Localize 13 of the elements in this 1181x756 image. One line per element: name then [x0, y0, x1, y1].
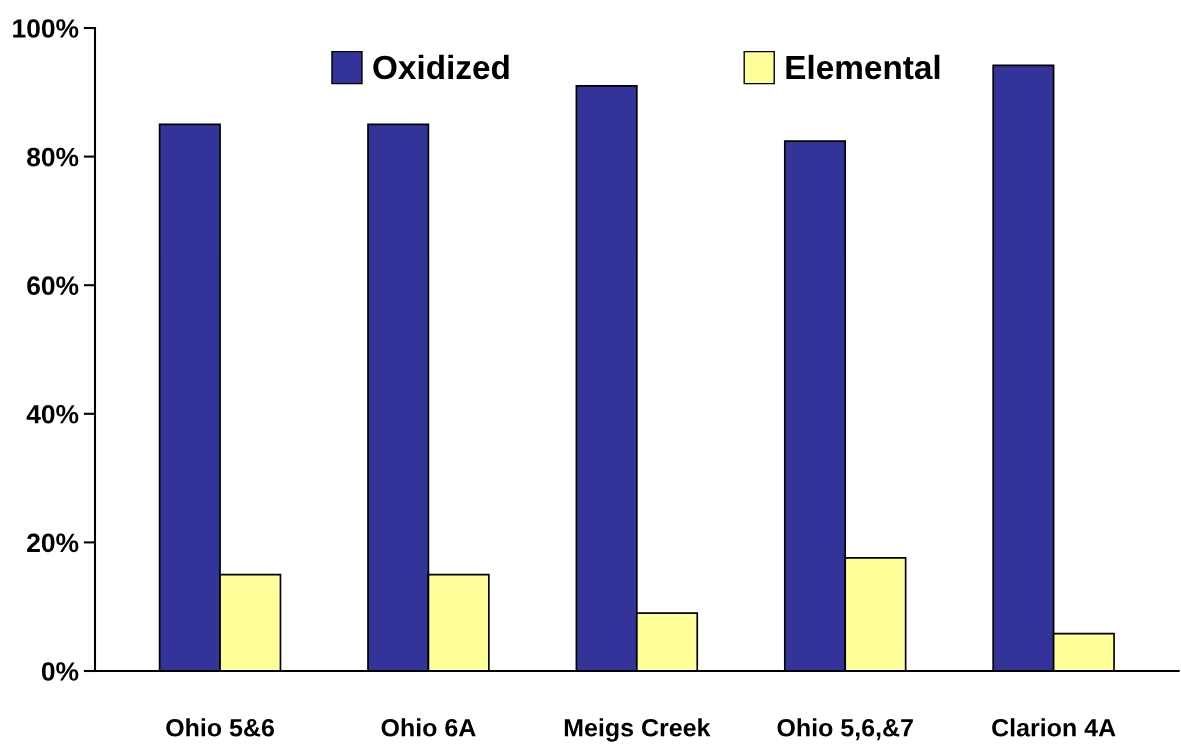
y-tick-label: 60%: [27, 276, 79, 296]
x-tick-label: Ohio 6A: [381, 718, 476, 737]
y-tick-label: 100%: [13, 19, 79, 38]
x-tick-label: Ohio 5&6: [166, 718, 275, 737]
y-tick-label: 80%: [27, 147, 79, 167]
x-tick-label: Ohio 5,6,&7: [777, 718, 913, 741]
y-tick-label: 0%: [41, 662, 79, 681]
y-tick-label: 20%: [27, 533, 79, 553]
x-tick-label: Clarion 4A: [992, 718, 1116, 737]
legend-label: Oxidized: [373, 54, 509, 80]
legend-label: Elemental: [786, 54, 940, 80]
y-tick-label: 40%: [26, 404, 79, 424]
x-tick-label: Meigs Creek: [564, 718, 711, 742]
